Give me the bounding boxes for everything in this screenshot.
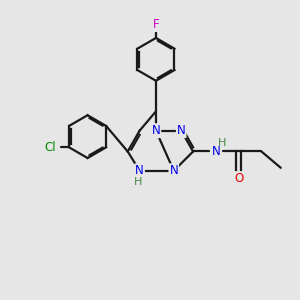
Text: H: H [134, 177, 142, 187]
Text: O: O [234, 172, 243, 185]
Text: N: N [212, 145, 220, 158]
Text: N: N [152, 124, 160, 137]
Text: F: F [153, 18, 159, 31]
Text: Cl: Cl [45, 141, 56, 154]
Text: H: H [218, 138, 227, 148]
Text: N: N [177, 124, 186, 137]
Text: N: N [169, 164, 178, 177]
Text: N: N [135, 164, 144, 177]
